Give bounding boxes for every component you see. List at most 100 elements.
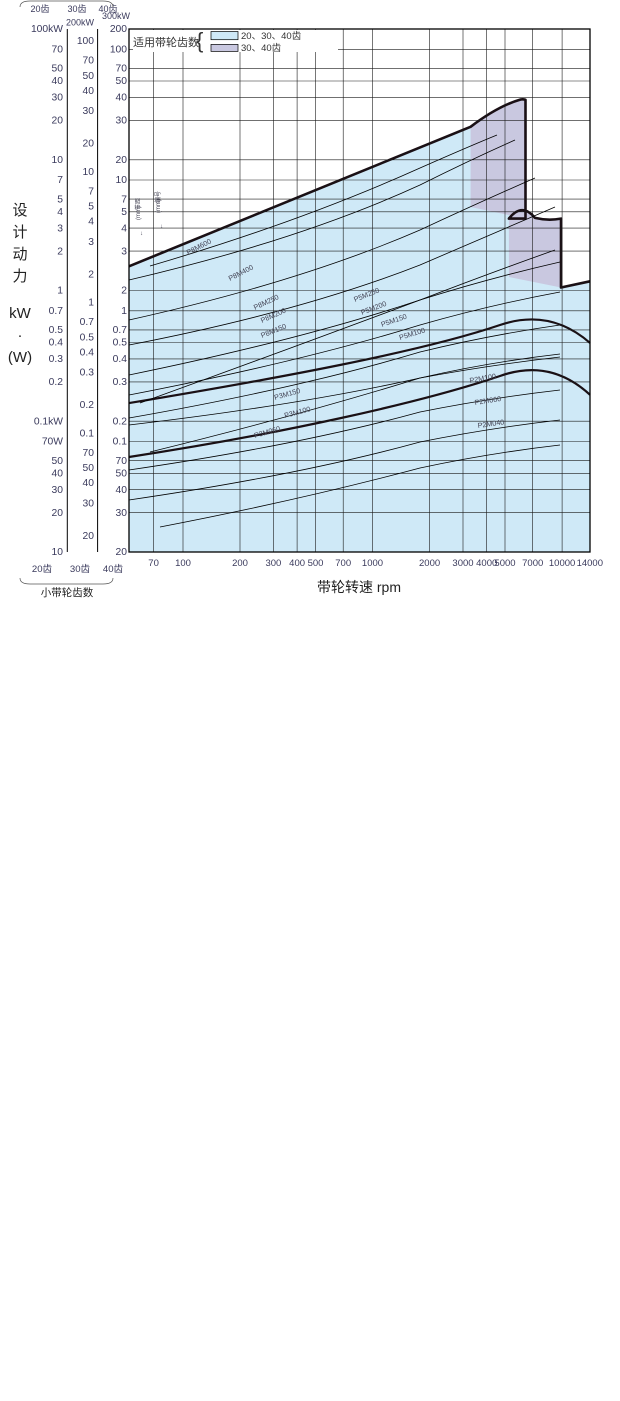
svg-text:100: 100: [110, 45, 127, 56]
svg-text:70: 70: [148, 558, 159, 569]
svg-text:40: 40: [116, 93, 128, 104]
svg-text:40: 40: [52, 76, 64, 87]
svg-text:0.4: 0.4: [113, 354, 128, 365]
svg-text:0.1kW: 0.1kW: [34, 416, 63, 427]
svg-text:30: 30: [83, 498, 95, 509]
svg-text:动: 动: [12, 246, 27, 263]
svg-text:70: 70: [116, 64, 128, 75]
svg-text:3000: 3000: [452, 558, 473, 569]
svg-text:30: 30: [52, 93, 64, 104]
svg-text:100kW: 100kW: [31, 24, 63, 35]
svg-text:10000: 10000: [549, 558, 575, 569]
svg-text:2: 2: [88, 269, 94, 280]
svg-text:200: 200: [232, 558, 248, 569]
svg-text:40齿: 40齿: [103, 564, 124, 575]
svg-text:{: {: [196, 28, 203, 53]
svg-text:5: 5: [57, 194, 63, 205]
svg-text:3: 3: [121, 246, 127, 257]
svg-text:带轮转速 rpm: 带轮转速 rpm: [317, 579, 401, 595]
svg-text:30: 30: [52, 485, 64, 496]
svg-text:↓: ↓: [160, 224, 163, 230]
svg-text:40: 40: [116, 485, 128, 496]
svg-text:300: 300: [265, 558, 281, 569]
svg-text:3: 3: [57, 223, 63, 234]
svg-text:(mm): (mm): [136, 206, 142, 220]
svg-text:10: 10: [116, 175, 128, 186]
svg-text:40齿: 40齿: [98, 4, 117, 14]
svg-text:70: 70: [83, 56, 95, 67]
svg-text:1: 1: [121, 306, 127, 317]
svg-text:400: 400: [289, 558, 305, 569]
svg-text:0.7: 0.7: [113, 325, 128, 336]
svg-text:20齿: 20齿: [32, 564, 53, 575]
svg-text:100: 100: [175, 558, 191, 569]
svg-text:4: 4: [121, 223, 127, 234]
svg-text:4: 4: [88, 217, 94, 228]
svg-text:1: 1: [88, 298, 94, 309]
svg-text:0.5: 0.5: [49, 325, 64, 336]
svg-text:20: 20: [52, 116, 64, 127]
svg-text:2000: 2000: [419, 558, 440, 569]
svg-text:kW: kW: [9, 305, 32, 322]
svg-text:50: 50: [116, 469, 128, 480]
svg-text:5: 5: [121, 207, 127, 218]
svg-text:适用带轮齿数: 适用带轮齿数: [133, 35, 199, 49]
svg-text:0.3: 0.3: [49, 354, 64, 365]
svg-text:30齿: 30齿: [70, 564, 91, 575]
svg-text:0.2: 0.2: [80, 400, 95, 411]
svg-text:1: 1: [57, 286, 63, 297]
svg-text:0.1: 0.1: [113, 437, 128, 448]
svg-text:20: 20: [116, 547, 128, 558]
svg-text:20: 20: [52, 508, 64, 519]
svg-text:30齿: 30齿: [67, 4, 86, 14]
svg-text:0.3: 0.3: [113, 377, 128, 388]
svg-text:40: 40: [83, 86, 95, 97]
svg-text:·: ·: [18, 327, 23, 344]
svg-text:计: 计: [12, 224, 27, 241]
svg-text:70: 70: [83, 448, 95, 459]
svg-text:0.7: 0.7: [49, 306, 64, 317]
svg-text:(mm): (mm): [156, 199, 162, 213]
svg-text:50: 50: [52, 64, 64, 75]
svg-text:0.4: 0.4: [80, 347, 95, 358]
svg-text:20: 20: [116, 155, 128, 166]
svg-text:0.2: 0.2: [113, 416, 128, 427]
svg-text:7: 7: [57, 175, 63, 186]
svg-text:7: 7: [88, 186, 94, 197]
svg-text:5000: 5000: [494, 558, 515, 569]
svg-text:70: 70: [116, 456, 128, 467]
svg-text:0.1: 0.1: [80, 428, 95, 439]
svg-text:0.5: 0.5: [80, 333, 95, 344]
svg-text:70W: 70W: [42, 437, 63, 448]
svg-text:200kW: 200kW: [66, 18, 95, 28]
svg-text:50: 50: [116, 76, 128, 87]
svg-text:200: 200: [110, 24, 127, 35]
svg-text:(W): (W): [8, 349, 32, 366]
svg-text:4: 4: [57, 207, 63, 218]
svg-text:50: 50: [83, 463, 95, 474]
svg-text:20: 20: [83, 531, 95, 542]
svg-text:30、40齿: 30、40齿: [241, 43, 282, 54]
svg-text:5: 5: [88, 202, 94, 213]
svg-text:0.7: 0.7: [80, 317, 95, 328]
svg-text:2: 2: [57, 246, 63, 257]
svg-text:10: 10: [52, 155, 64, 166]
svg-text:50: 50: [52, 456, 64, 467]
svg-text:40: 40: [52, 469, 64, 480]
svg-text:3: 3: [88, 237, 94, 248]
svg-text:2: 2: [121, 286, 127, 297]
svg-text:7: 7: [121, 194, 127, 205]
svg-text:↓: ↓: [140, 231, 143, 237]
svg-text:10: 10: [52, 547, 64, 558]
svg-text:20、30、40齿: 20、30、40齿: [241, 31, 302, 42]
svg-text:700: 700: [335, 558, 351, 569]
svg-text:0.4: 0.4: [49, 338, 64, 349]
svg-text:500: 500: [308, 558, 324, 569]
svg-text:14000: 14000: [577, 558, 603, 569]
svg-text:小带轮齿数: 小带轮齿数: [41, 586, 94, 599]
svg-text:70: 70: [52, 45, 64, 56]
svg-text:1000: 1000: [362, 558, 383, 569]
svg-text:30: 30: [116, 116, 128, 127]
svg-text:设: 设: [12, 202, 27, 219]
svg-text:0.3: 0.3: [80, 368, 95, 379]
